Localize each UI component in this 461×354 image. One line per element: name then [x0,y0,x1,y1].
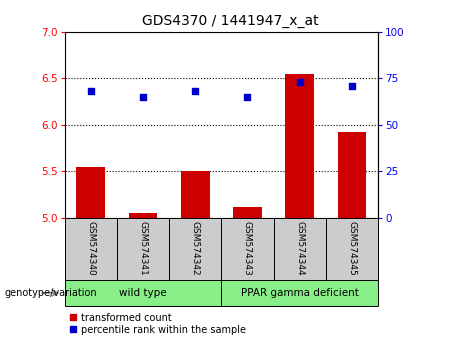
Bar [65,218,117,280]
Text: GDS4370 / 1441947_x_at: GDS4370 / 1441947_x_at [142,14,319,28]
Legend: transformed count, percentile rank within the sample: transformed count, percentile rank withi… [70,313,246,335]
Bar [77,167,105,218]
Point [296,79,303,85]
Bar [273,218,326,280]
Point [87,88,95,94]
Text: GSM574345: GSM574345 [348,221,356,276]
Bar [233,207,262,218]
Text: GSM574342: GSM574342 [191,221,200,276]
Bar [169,218,221,280]
Point [244,94,251,100]
Text: GSM574343: GSM574343 [243,221,252,276]
Bar [117,218,169,280]
Bar [181,171,209,218]
Text: genotype/variation: genotype/variation [5,288,97,298]
Text: wild type: wild type [119,288,167,298]
Bar [337,132,366,218]
Point [191,88,199,94]
Point [139,94,147,100]
Text: GSM574340: GSM574340 [86,221,95,276]
Bar [326,218,378,280]
Text: GSM574344: GSM574344 [295,221,304,276]
Bar [221,280,378,306]
Text: PPAR gamma deficient: PPAR gamma deficient [241,288,359,298]
Bar [129,213,157,218]
Bar [285,74,314,218]
Bar [65,280,221,306]
Text: GSM574341: GSM574341 [138,221,148,276]
Point [348,83,355,88]
Bar [221,218,273,280]
